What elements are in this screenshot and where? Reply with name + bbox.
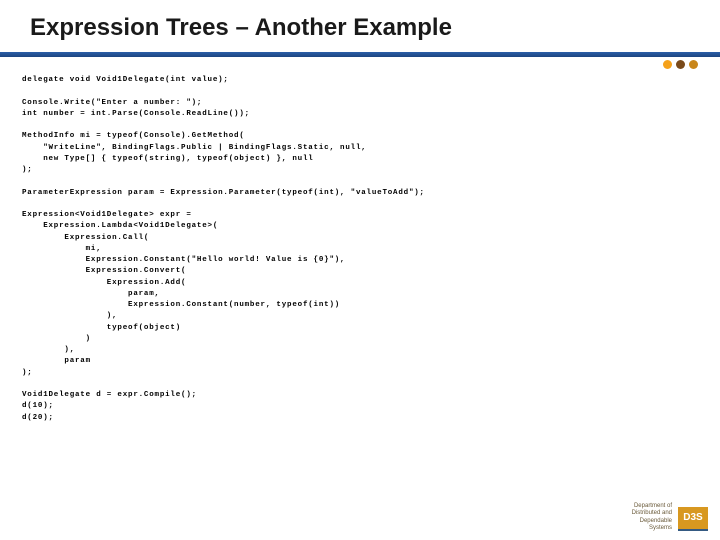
code-block: delegate void Void1Delegate(int value); …	[22, 75, 698, 424]
footer-line4: Systems	[632, 525, 672, 532]
footer-logo-area: Department of Distributed and Dependable…	[632, 503, 708, 532]
dot-1	[663, 60, 672, 69]
footer-line1: Department of	[632, 503, 672, 510]
dot-3	[689, 60, 698, 69]
footer-line3: Dependable	[632, 518, 672, 525]
footer-line2: Distributed and	[632, 510, 672, 517]
slide-title: Expression Trees – Another Example	[30, 14, 452, 42]
decorative-dots	[663, 60, 698, 69]
title-underline-bar	[0, 52, 720, 57]
footer-dept-text: Department of Distributed and Dependable…	[632, 503, 672, 532]
d3s-logo: D3S	[678, 507, 708, 529]
dot-2	[676, 60, 685, 69]
